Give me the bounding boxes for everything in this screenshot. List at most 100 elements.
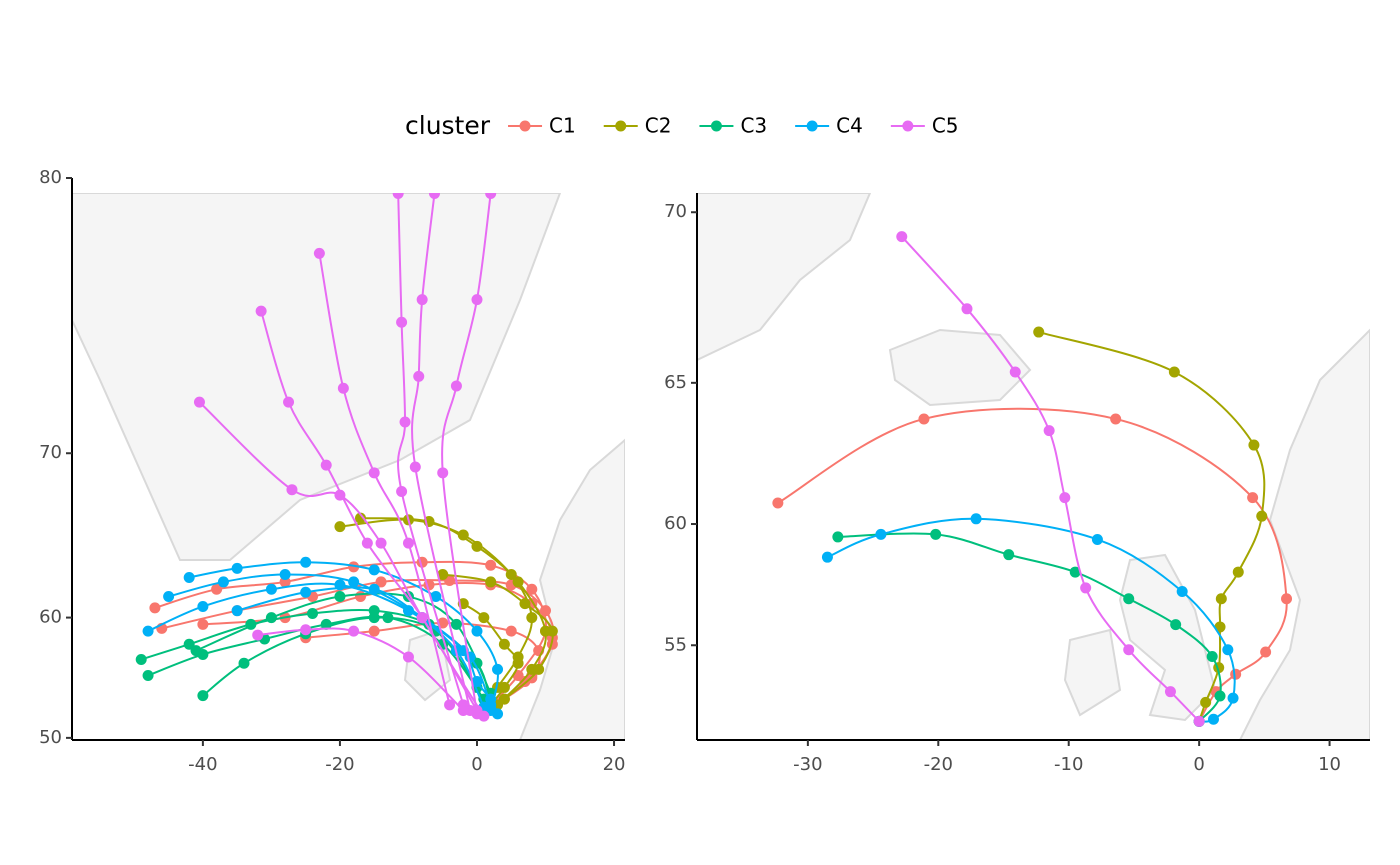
trajectory-point <box>832 531 844 543</box>
legend-dot <box>615 120 627 132</box>
trajectory-point <box>402 651 414 663</box>
trajectory-point <box>485 693 497 705</box>
trajectory-point <box>1200 696 1212 708</box>
x-tick-label: -30 <box>793 754 822 775</box>
trajectory-point <box>1193 715 1205 727</box>
x-tick-label: -20 <box>924 754 953 775</box>
y-tick-label: 55 <box>664 634 687 655</box>
plot-area <box>772 231 1293 727</box>
trajectory-point <box>409 461 421 473</box>
trajectory-point <box>142 625 154 637</box>
trajectory-point <box>1069 566 1081 578</box>
trajectory-point <box>1170 619 1182 631</box>
trajectory-line <box>411 193 472 711</box>
legend-dot <box>519 120 531 132</box>
trajectory-point <box>413 370 425 382</box>
trajectory-point <box>354 591 366 603</box>
trajectory-point <box>1168 366 1180 378</box>
trajectory-point <box>526 583 538 595</box>
legend-label: C5 <box>932 114 959 138</box>
trajectory-point <box>1206 651 1218 663</box>
trajectory-point <box>471 625 483 637</box>
trajectory-point <box>1230 668 1242 680</box>
y-tick-label: 60 <box>664 513 687 534</box>
trajectory-point <box>368 625 380 637</box>
trajectory-point <box>1009 366 1021 378</box>
trajectory-point <box>505 625 517 637</box>
trajectory-point <box>492 708 504 720</box>
trajectory-point <box>300 624 312 636</box>
trajectory-point <box>337 382 349 394</box>
legend-label: C3 <box>740 114 767 138</box>
trajectory-point <box>279 568 291 580</box>
trajectory-point <box>1033 326 1045 338</box>
trajectory-point <box>300 586 312 598</box>
trajectory-point <box>485 576 497 588</box>
trajectory-point <box>392 193 404 199</box>
trajectory-point <box>217 576 229 588</box>
trajectory-point <box>930 528 942 540</box>
trajectory-point <box>512 576 524 588</box>
trajectory-point <box>197 600 209 612</box>
trajectory-line <box>837 532 1222 723</box>
x-tick-label: 0 <box>1193 754 1204 775</box>
trajectory-point <box>252 629 264 641</box>
trajectory-point <box>348 576 360 588</box>
trajectory-point <box>429 193 440 199</box>
trajectory-point <box>402 605 414 617</box>
y-tick-label: 65 <box>664 372 687 393</box>
y-tick-label: 50 <box>39 727 62 748</box>
trajectory-point <box>546 625 558 637</box>
trajectory-point <box>135 653 147 665</box>
trajectory-point <box>300 556 312 568</box>
trajectory-line <box>195 592 492 694</box>
trajectory-point <box>526 612 538 624</box>
trajectory-point <box>498 681 510 693</box>
trajectory-point <box>231 605 243 617</box>
trajectory-point <box>368 467 380 479</box>
trajectory-point <box>1164 686 1176 698</box>
trajectory-point <box>437 467 449 479</box>
trajectory-point <box>457 704 469 716</box>
trajectory-point <box>1059 492 1071 504</box>
trajectory-point <box>211 583 223 595</box>
trajectory-point <box>1043 425 1055 437</box>
trajectory-line <box>441 193 492 714</box>
trajectory-point <box>396 316 408 328</box>
trajectory-point <box>478 612 490 624</box>
trajectory-point <box>1176 586 1188 598</box>
trajectory-point <box>1003 549 1015 561</box>
legend-title: cluster <box>405 111 491 140</box>
trajectory-point <box>375 576 387 588</box>
trajectory-point <box>772 497 784 509</box>
trajectory-point <box>1080 582 1092 594</box>
y-tick-label: 60 <box>39 607 62 628</box>
y-tick-label: 70 <box>664 201 687 222</box>
trajectory-line <box>827 517 1236 723</box>
legend-dot <box>902 120 914 132</box>
trajectory-point <box>286 484 298 496</box>
trajectory-point <box>450 618 462 630</box>
trajectory-point <box>444 699 456 711</box>
trajectory-point <box>1091 533 1103 545</box>
x-tick-label: 20 <box>603 754 626 775</box>
trajectory-point <box>368 583 380 595</box>
trajectory-point <box>533 663 545 675</box>
trajectory-point <box>348 625 360 637</box>
trajectory-point <box>970 513 982 525</box>
trajectory-point <box>416 294 428 306</box>
trajectory-point <box>918 413 930 425</box>
trajectory-point <box>283 396 295 408</box>
y-tick-label: 80 <box>39 167 62 188</box>
trajectory-point <box>163 591 175 603</box>
trajectory-point <box>471 294 483 306</box>
map-land <box>697 193 1370 740</box>
trajectory-point <box>471 675 483 687</box>
x-tick-label: -10 <box>1054 754 1083 775</box>
trajectory-point <box>1256 510 1268 522</box>
trajectory-point <box>430 591 442 603</box>
trajectory-point <box>193 396 205 408</box>
trajectory-point <box>334 591 346 603</box>
plot-area <box>135 193 558 722</box>
